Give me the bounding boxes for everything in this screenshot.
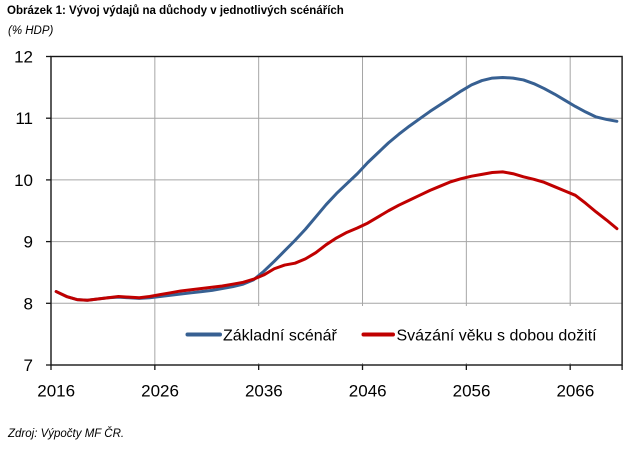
x-axis-label: 2046 [349, 382, 387, 401]
legend-label: Základní scénář [223, 327, 338, 344]
y-axis-label: 11 [15, 109, 33, 128]
x-axis-label: 2016 [37, 382, 75, 401]
series-line-linked [54, 170, 619, 302]
x-axis-label: 2026 [141, 382, 179, 401]
x-axis-label: 2066 [556, 382, 594, 401]
y-axis-label: 12 [14, 48, 33, 67]
y-axis-label: 7 [24, 356, 33, 375]
y-axis-label: 8 [24, 294, 33, 313]
y-axis-label: 9 [24, 233, 33, 252]
plot-border [50, 55, 623, 366]
x-axis-label: 2036 [245, 382, 283, 401]
figure-subtitle: (% HDP) [8, 24, 54, 37]
y-axis-label: 10 [14, 171, 33, 190]
x-axis-label: 2056 [453, 382, 491, 401]
figure-title: Obrázek 1: Vývoj výdajů na důchody v jed… [7, 5, 344, 17]
figure-source: Zdroj: Výpočty MF ČR. [8, 428, 125, 440]
legend-label: Svázání věku s dobou dožití [397, 327, 598, 344]
series-line-baseline [54, 75, 619, 302]
